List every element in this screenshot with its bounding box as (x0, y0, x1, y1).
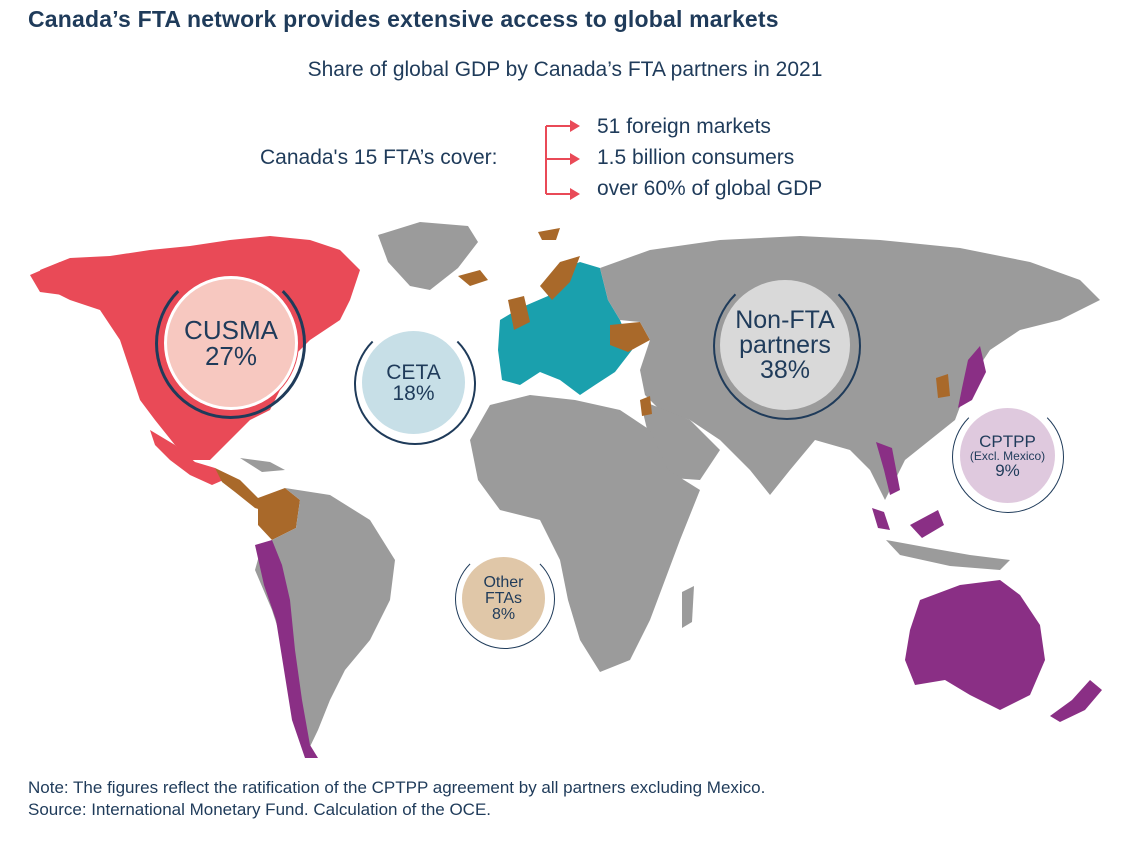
malaysia (872, 508, 890, 530)
mexico (150, 430, 228, 485)
cptpp-bubble: CPTPP (Excl. Mexico) 9% (960, 408, 1055, 503)
non-fta-label-line1: Non-FTA (735, 305, 835, 334)
colombia (258, 488, 300, 540)
chart-subtitle: Share of global GDP by Canada’s FTA part… (307, 58, 823, 81)
ceta-label: CETA (386, 360, 441, 384)
europe-eu (498, 262, 632, 395)
ceta-bubble: CETA 18% (362, 331, 465, 434)
uk (508, 296, 530, 330)
other-label-line1: Other (483, 573, 524, 591)
stat-markets: 51 foreign markets (597, 115, 771, 138)
non-fta-label-line2: partners (739, 330, 831, 359)
norway (540, 256, 580, 300)
ceta-ring (354, 323, 476, 445)
japan (958, 346, 986, 408)
australia (905, 580, 1045, 710)
ukraine (610, 322, 650, 352)
chart-title: Canada’s FTA network provides extensive … (28, 6, 779, 32)
vietnam (876, 442, 900, 495)
other-share: 8% (491, 605, 516, 623)
new-zealand (1050, 680, 1102, 722)
peru-chile (255, 540, 318, 758)
south-america (255, 488, 395, 755)
korea (936, 374, 950, 398)
non-fta-ring (713, 272, 861, 420)
indonesia (886, 540, 1010, 570)
footnote: Note: The figures reflect the ratificati… (28, 778, 766, 797)
caribbean (240, 458, 285, 472)
other-bubble: Other FTAs 8% (462, 557, 545, 640)
cptpp-ring (952, 401, 1064, 513)
greenland (378, 222, 478, 290)
cusma-share: 27% (204, 341, 258, 371)
cusma-label: CUSMA (184, 315, 278, 345)
cptpp-qualifier: (Excl. Mexico) (969, 448, 1046, 463)
alaska (30, 262, 100, 296)
stat-consumers: 1.5 billion consumers (597, 146, 795, 169)
non-fta-bubble: Non-FTA partners 38% (720, 280, 850, 410)
africa (470, 395, 700, 672)
cusma-ring (155, 268, 306, 419)
cptpp-label: CPTPP (979, 431, 1036, 451)
bracket-arrows (545, 120, 580, 200)
fta-cover-lead: Canada's 15 FTA’s cover: (260, 146, 498, 169)
source-note: Source: International Monetary Fund. Cal… (28, 800, 492, 819)
other-ring (455, 549, 555, 649)
borneo (910, 510, 944, 538)
central-america (215, 468, 268, 512)
cusma-bubble: CUSMA 27% (164, 276, 298, 410)
non-fta-share: 38% (759, 355, 811, 384)
other-label-line2: FTAs (484, 589, 523, 607)
cptpp-share: 9% (995, 460, 1020, 480)
israel-jordan (640, 396, 652, 416)
svalbard (538, 228, 560, 240)
iceland (458, 270, 488, 286)
ceta-share: 18% (392, 381, 435, 405)
madagascar (682, 586, 694, 628)
stat-gdp: over 60% of global GDP (597, 177, 823, 200)
